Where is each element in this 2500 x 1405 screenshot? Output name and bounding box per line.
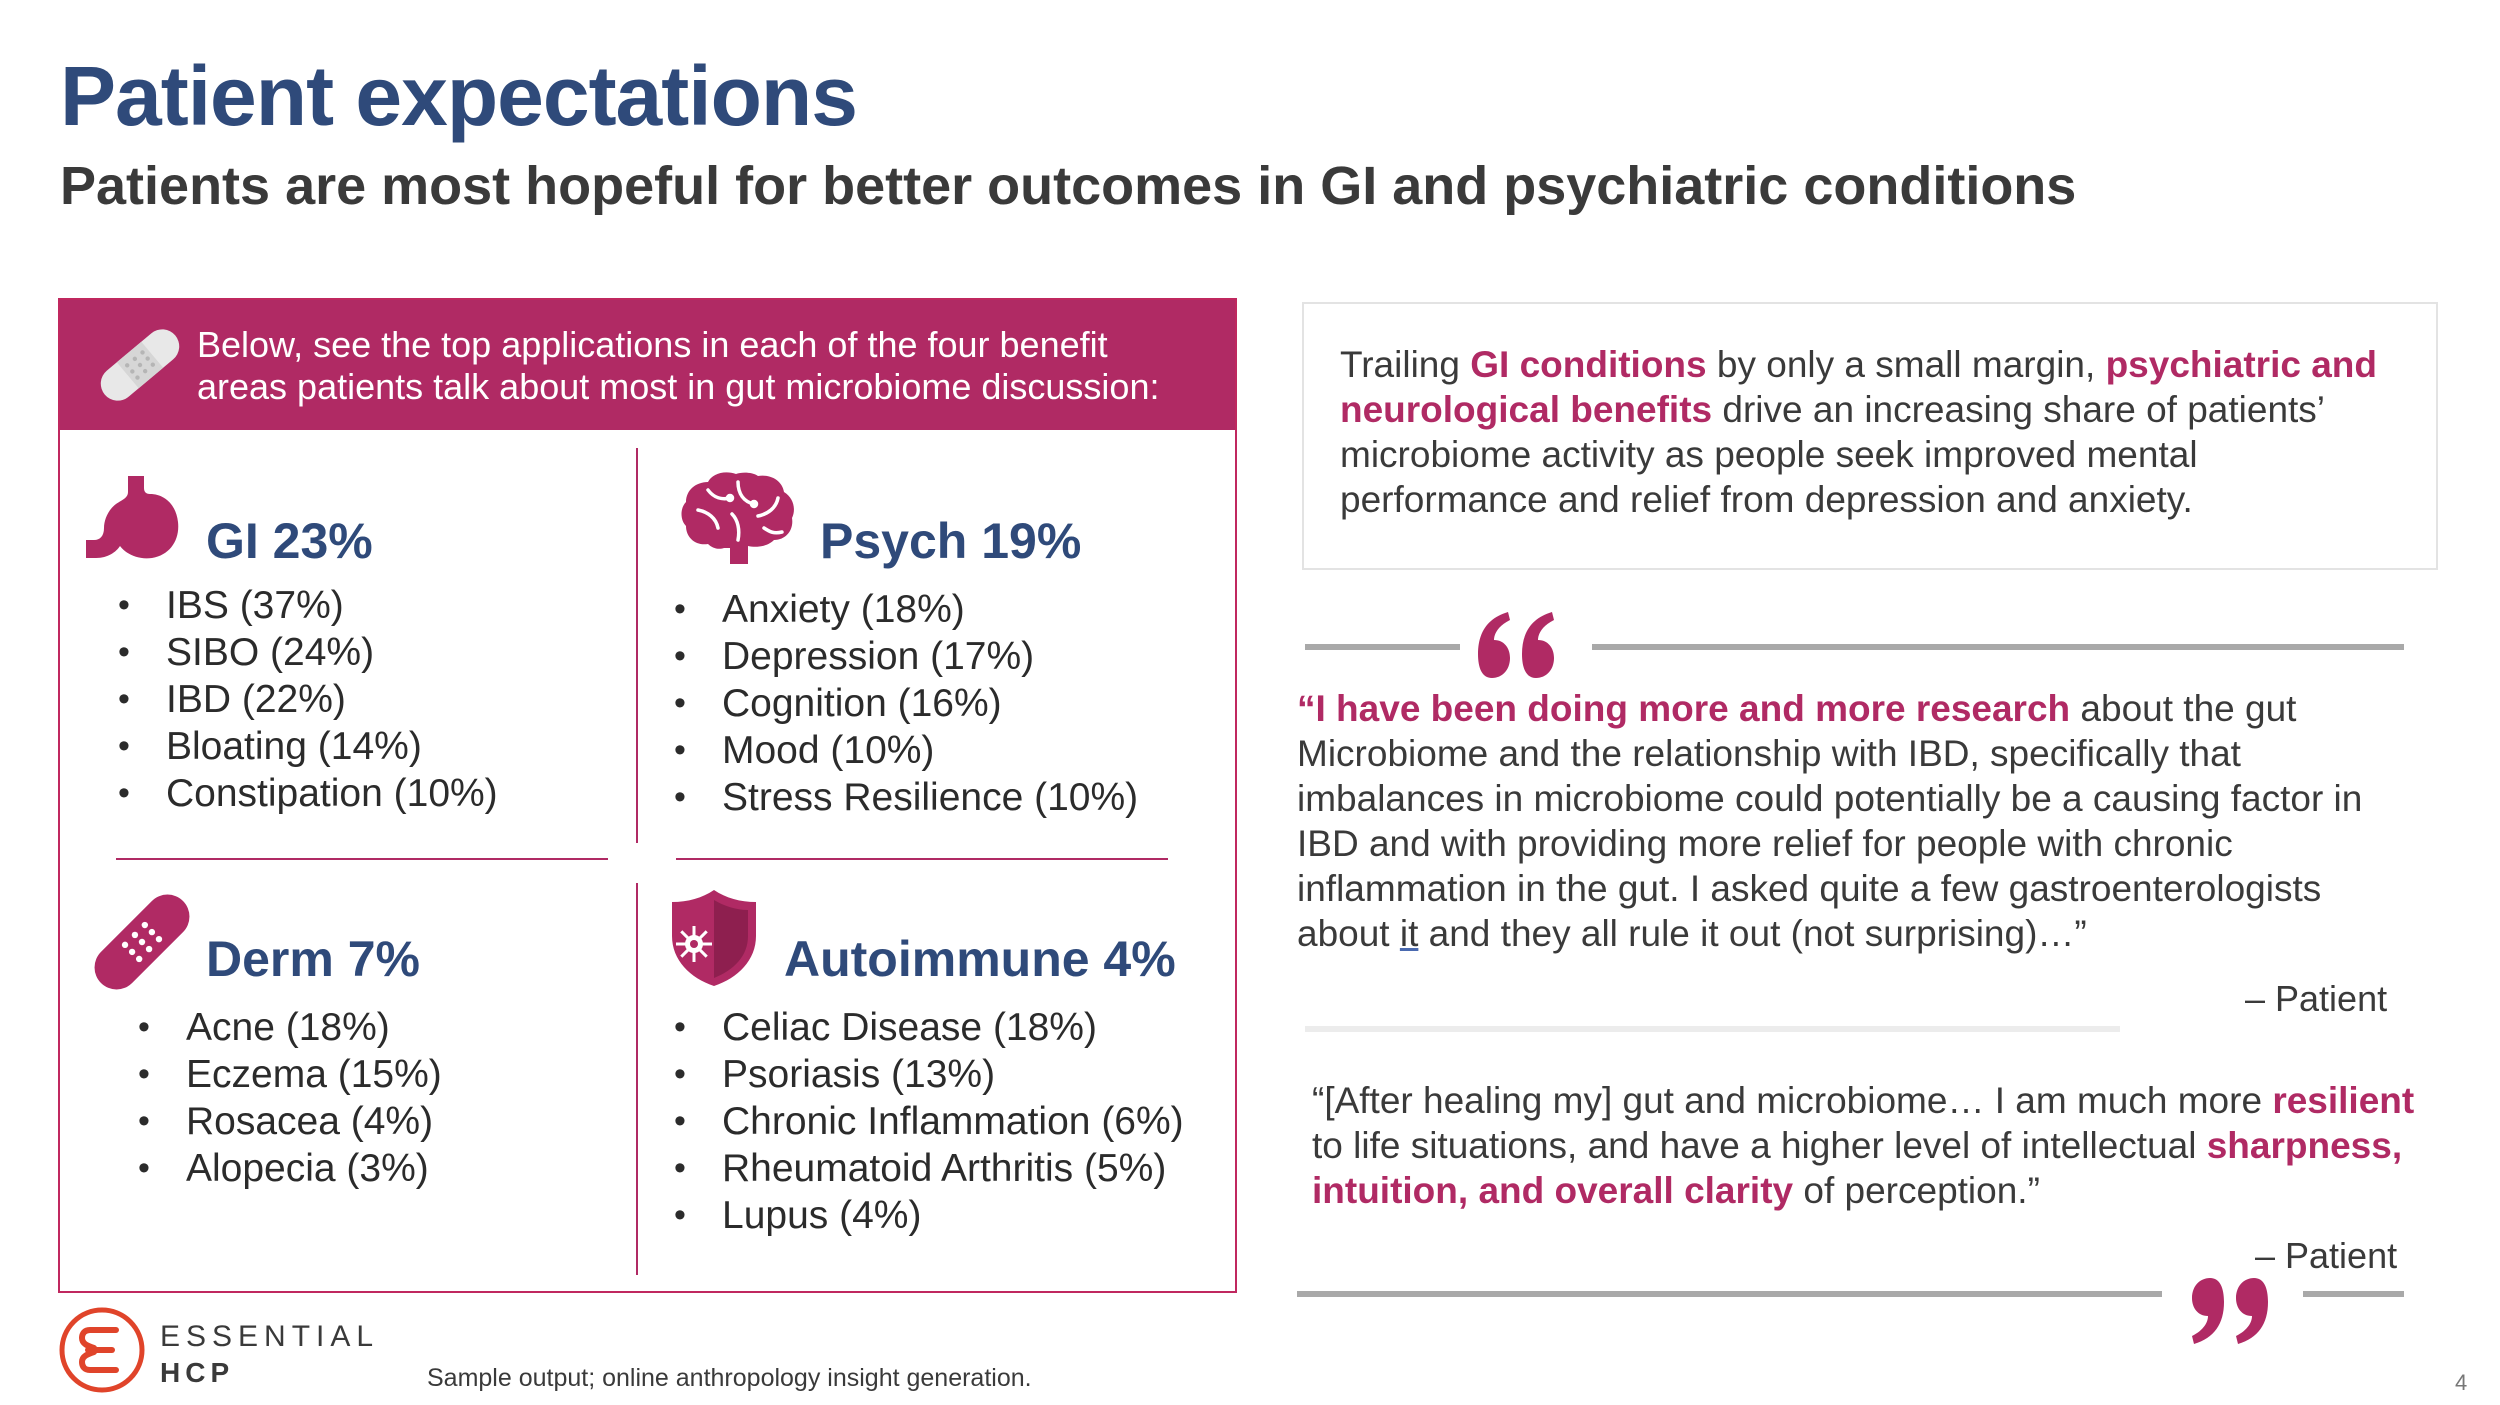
essential-hcp-logo xyxy=(59,1307,145,1393)
page-number: 4 xyxy=(2455,1370,2468,1395)
horizontal-divider xyxy=(116,858,608,860)
shield-virus-icon xyxy=(672,890,756,986)
vertical-divider xyxy=(636,448,638,843)
patient-quote-2: “[After healing my] gut and microbiome… … xyxy=(1312,1080,2415,1211)
panel-header-text: Below, see the top applications in each … xyxy=(197,324,1160,407)
psych-list: Anxiety (18%) Depression (17%) Cognition… xyxy=(672,586,1138,821)
divider-line xyxy=(1297,1291,2162,1297)
divider-line xyxy=(2303,1291,2404,1297)
divider-line xyxy=(1305,1026,2120,1032)
close-quote-icon xyxy=(2192,1278,2268,1344)
divider-line xyxy=(1305,644,1460,650)
open-quote-icon xyxy=(1478,612,1554,678)
bandage-icon xyxy=(100,329,180,401)
list-item: Bloating (14%) xyxy=(116,723,498,770)
page-subtitle: Patients are most hopeful for better out… xyxy=(60,156,2077,216)
quote-attribution: – Patient xyxy=(2255,1235,2398,1276)
quote-attribution: – Patient xyxy=(2245,978,2388,1019)
autoimmune-list: Celiac Disease (18%) Psoriasis (13%) Chr… xyxy=(672,1004,1184,1239)
list-item: Cognition (16%) xyxy=(672,680,1138,727)
list-item: Lupus (4%) xyxy=(672,1192,1184,1239)
list-item: Rheumatoid Arthritis (5%) xyxy=(672,1145,1184,1192)
quadrant-title-autoimmune: Autoimmune 4% xyxy=(784,931,1176,987)
brain-icon xyxy=(681,472,794,564)
list-item: Acne (18%) xyxy=(136,1004,442,1051)
list-item: Rosacea (4%) xyxy=(136,1098,442,1145)
list-item: Mood (10%) xyxy=(672,727,1138,774)
list-item: Constipation (10%) xyxy=(116,770,498,817)
quadrant-title-gi: GI 23% xyxy=(206,513,373,569)
list-item: Psoriasis (13%) xyxy=(672,1051,1184,1098)
footnote: Sample output; online anthropology insig… xyxy=(427,1364,1032,1392)
divider-line xyxy=(1592,644,2404,650)
list-item: Stress Resilience (10%) xyxy=(672,774,1138,821)
gi-list: IBS (37%) SIBO (24%) IBD (22%) Bloating … xyxy=(116,582,498,817)
brand-name: ESSENTIAL xyxy=(160,1320,380,1353)
list-item: IBD (22%) xyxy=(116,676,498,723)
derm-list: Acne (18%) Eczema (15%) Rosacea (4%) Alo… xyxy=(136,1004,442,1192)
list-item: Depression (17%) xyxy=(672,633,1138,680)
list-item: SIBO (24%) xyxy=(116,629,498,676)
quadrant-title-psych: Psych 19% xyxy=(820,513,1082,569)
list-item: Celiac Disease (18%) xyxy=(672,1004,1184,1051)
horizontal-divider xyxy=(676,858,1168,860)
quadrant-title-derm: Derm 7% xyxy=(206,931,420,987)
list-item: Anxiety (18%) xyxy=(672,586,1138,633)
callout-box: Trailing GI conditions by only a small m… xyxy=(1302,302,2438,570)
bandage-icon xyxy=(94,894,190,990)
patient-quote-1: “I have been doing more and more researc… xyxy=(1297,688,2363,954)
vertical-divider xyxy=(636,883,638,1275)
list-item: Alopecia (3%) xyxy=(136,1145,442,1192)
list-item: Eczema (15%) xyxy=(136,1051,442,1098)
stomach-icon xyxy=(86,476,179,559)
quote-link[interactable]: it xyxy=(1399,913,1419,954)
list-item: IBS (37%) xyxy=(116,582,498,629)
list-item: Chronic Inflammation (6%) xyxy=(672,1098,1184,1145)
brand-subname: HCP xyxy=(160,1357,235,1388)
panel-header: Below, see the top applications in each … xyxy=(60,300,1235,430)
callout-text: Trailing GI conditions by only a small m… xyxy=(1340,344,2377,520)
benefit-areas-panel: Below, see the top applications in each … xyxy=(58,298,1237,1293)
page-title: Patient expectations xyxy=(60,49,858,143)
